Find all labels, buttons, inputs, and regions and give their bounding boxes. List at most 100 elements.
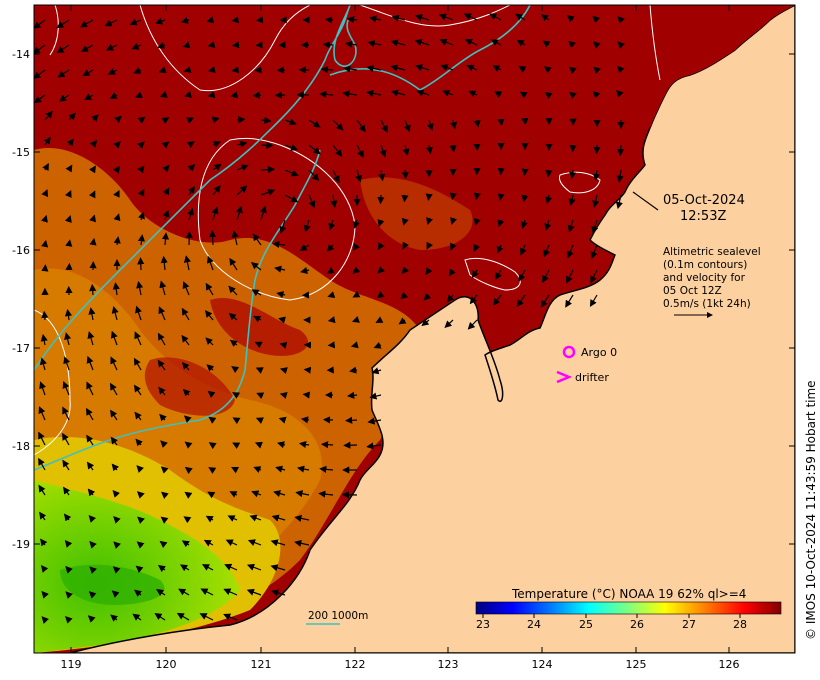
velocity-arrow (113, 189, 120, 198)
velocity-arrow (236, 185, 248, 196)
colorbar-title: Temperature (°C) NOAA 19 62% ql>=4 (511, 587, 746, 601)
velocity-arrow (355, 169, 363, 183)
longitude-axis: 119 120 121 122 123 124 125 126 (61, 5, 740, 671)
velocity-arrow (87, 488, 96, 497)
velocity-arrow (544, 219, 552, 231)
velocity-arrow (154, 613, 166, 621)
velocity-arrow (589, 294, 598, 308)
velocity-arrow (327, 316, 336, 324)
lon-tick-label: 120 (156, 658, 177, 671)
velocity-arrow (593, 144, 601, 155)
velocity-arrow (229, 339, 238, 347)
ssh-contours (34, 5, 661, 456)
velocity-arrows (34, 13, 625, 624)
velocity-arrow (366, 64, 382, 72)
velocity-arrow (318, 490, 334, 498)
velocity-arrow (135, 305, 142, 321)
velocity-arrow (207, 390, 216, 399)
velocity-arrow (377, 194, 385, 205)
velocity-arrow (212, 184, 221, 196)
drifter-label: drifter (575, 371, 609, 384)
velocity-arrow (322, 41, 334, 49)
velocity-arrow (110, 382, 118, 396)
velocity-arrow (231, 16, 240, 24)
velocity-arrow (160, 491, 169, 500)
colorbar-tick-label: 26 (630, 618, 644, 631)
lat-tick-label: -18 (12, 440, 30, 453)
velocity-arrow (160, 466, 169, 474)
velocity-arrow (133, 357, 142, 371)
velocity-arrow (225, 539, 238, 547)
velocity-arrow (401, 266, 409, 275)
velocity-arrow (277, 441, 286, 449)
lat-tick-label: -17 (12, 342, 30, 355)
velocity-arrow (137, 234, 146, 246)
velocity-arrow (593, 41, 601, 49)
velocity-arrow (377, 242, 385, 251)
drifter-marker-icon (556, 370, 573, 384)
velocity-arrow (402, 144, 410, 157)
velocity-arrow (303, 366, 312, 374)
velocity-arrow (64, 308, 73, 321)
lon-tick-label: 125 (626, 658, 647, 671)
velocity-arrow (591, 219, 599, 234)
velocity-arrow (349, 366, 358, 374)
velocity-arrow (42, 162, 49, 171)
velocity-arrow (425, 144, 433, 155)
velocity-arrow (255, 417, 264, 424)
velocity-arrow (273, 490, 286, 498)
velocity-arrow (426, 217, 434, 226)
lon-tick-label: 119 (61, 658, 82, 671)
velocity-arrow (471, 269, 479, 279)
velocity-arrow (448, 268, 456, 277)
velocity-arrow (63, 513, 72, 522)
velocity-arrow (38, 457, 46, 471)
velocity-arrow (414, 39, 430, 46)
velocity-arrow (89, 237, 97, 246)
velocity-arrow (391, 14, 406, 22)
velocity-arrow (157, 359, 166, 371)
velocity-arrow (137, 141, 145, 149)
velocity-arrow (64, 332, 72, 346)
velocity-arrow (40, 538, 48, 547)
velocity-arrow (136, 465, 144, 473)
velocity-arrow (438, 13, 454, 21)
velocity-arrow (64, 615, 73, 624)
velocity-arrow (201, 564, 214, 571)
velocity-arrow (134, 411, 142, 421)
velocity-arrow (39, 357, 47, 371)
velocity-arrow (65, 239, 73, 247)
velocity-arrow (279, 341, 288, 349)
velocity-arrow (38, 406, 46, 421)
sealevel-line-4: 05 Oct 12Z (663, 285, 722, 297)
velocity-arrow (64, 215, 72, 224)
velocity-arrow (449, 192, 457, 201)
velocity-arrow (520, 219, 528, 230)
velocity-arrow (590, 269, 598, 284)
velocity-arrow (181, 307, 190, 321)
velocity-arrow (493, 294, 502, 306)
velocity-arrow (160, 255, 168, 271)
velocity-arrow (270, 539, 286, 547)
velocity-arrow (138, 211, 145, 221)
velocity-arrow (350, 341, 359, 349)
velocity-arrow (56, 44, 70, 54)
velocity-arrow (401, 194, 409, 203)
velocity-arrow (332, 119, 344, 131)
velocity-arrow (367, 417, 382, 425)
velocity-arrow (155, 17, 166, 25)
velocity-arrow (544, 91, 553, 100)
velocity-arrow (68, 112, 76, 121)
velocity-arrow (187, 163, 196, 172)
velocity-arrow (159, 91, 168, 98)
velocity-arrow (254, 441, 263, 449)
velocity-arrow (516, 294, 526, 308)
velocity-arrow (616, 65, 625, 74)
velocity-arrow (231, 41, 240, 49)
velocity-arrow (112, 566, 121, 574)
velocity-arrow (246, 588, 262, 596)
velocity-arrow (276, 291, 286, 299)
velocity-arrow (41, 239, 49, 248)
velocity-arrow (231, 66, 240, 74)
velocity-arrow (568, 91, 577, 100)
